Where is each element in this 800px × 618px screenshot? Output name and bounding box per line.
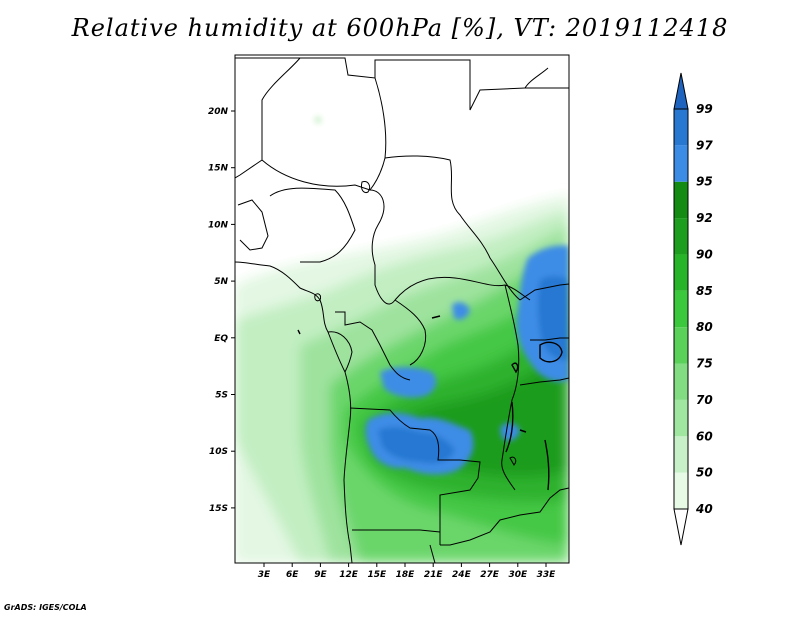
colorbar-level-label: 70 (696, 393, 713, 407)
colorbar-box (674, 399, 688, 437)
colorbar-box (674, 290, 688, 328)
border-car (394, 276, 531, 301)
border-west-coast (237, 199, 269, 251)
colorbar: 40 50 60 70 75 80 85 90 92 95 97 99 (673, 72, 713, 546)
colorbar-level-label: 90 (696, 247, 713, 261)
border-tanzania (519, 377, 569, 386)
colorbar-box (674, 145, 688, 182)
small-lake-1 (431, 315, 441, 319)
colorbar-outline (673, 108, 689, 510)
lon-tick-label: 18E (396, 570, 416, 580)
colorbar-box (674, 181, 688, 219)
lat-tick-label: 10N (208, 220, 229, 230)
country-boundaries (235, 57, 569, 563)
longitude-axis: 3E 6E 9E 12E 15E 18E 21E 24E 27E 30E 33E (258, 563, 556, 580)
border-gabon (327, 331, 353, 373)
border-drc-east (501, 284, 520, 491)
border-sahel-c (384, 155, 521, 301)
lon-tick-label: 21E (424, 570, 444, 580)
lake-kivu (511, 362, 519, 374)
island-bioko (314, 293, 321, 302)
lake-malawi (544, 439, 550, 491)
latitude-axis: 20N 15N 10N 5N EQ 5S 10S 15S (208, 107, 235, 514)
lon-tick-label: 12E (339, 570, 359, 580)
lake-chad (361, 181, 371, 193)
lat-tick-label: EQ (214, 334, 228, 344)
lat-tick-label: 10S (209, 447, 228, 457)
colorbar-box (674, 254, 688, 291)
humidity-field (235, 116, 569, 563)
border-congo (335, 311, 411, 381)
colorbar-box (674, 363, 688, 400)
lon-tick-label: 27E (480, 570, 500, 580)
colorbar-level-label: 97 (696, 138, 713, 152)
rh-band-95-central (380, 367, 437, 398)
lon-tick-label: 33E (537, 570, 557, 580)
border-namibia (352, 529, 441, 533)
rh-band-97-east (537, 276, 569, 361)
island-sao-tome (297, 329, 301, 335)
lat-tick-label: 5S (215, 391, 228, 401)
chart-title: Relative humidity at 600hPa [%], VT: 201… (71, 14, 729, 42)
lake-victoria (539, 341, 563, 363)
border-nigeria (269, 187, 356, 263)
border-north-a (235, 57, 569, 111)
border-sahel-a (261, 159, 396, 305)
border-south (429, 544, 436, 563)
credit-text: GrADS: IGES/COLA (4, 603, 87, 612)
rh-band-95-small (452, 302, 470, 320)
rh-band-50-north (314, 116, 322, 124)
border-north-b (235, 57, 301, 179)
border-zambia (440, 487, 569, 546)
colorbar-level-label: 60 (696, 429, 713, 443)
colorbar-level-label: 85 (696, 284, 713, 298)
lon-tick-label: 30E (508, 570, 528, 580)
colorbar-lower-extension (673, 508, 689, 546)
lat-tick-label: 20N (208, 107, 229, 117)
lon-tick-label: 3E (258, 570, 271, 580)
colorbar-level-label: 50 (696, 466, 713, 480)
lat-tick-label: 15N (208, 164, 229, 174)
lon-tick-label: 9E (314, 570, 327, 580)
colorbar-box (674, 436, 688, 473)
border-drc-north (394, 299, 427, 366)
border-uganda (530, 337, 569, 341)
lake-tanganyika (505, 401, 514, 453)
colorbar-upper-extension (673, 72, 689, 110)
colorbar-level-label: 40 (695, 502, 713, 516)
border-east-lakes (519, 283, 569, 301)
colorbar-level-label: 80 (696, 320, 713, 334)
colorbar-level-label: 75 (696, 357, 713, 371)
lon-tick-label: 24E (452, 570, 472, 580)
lon-tick-label: 15E (367, 570, 387, 580)
red-sea-coast (524, 67, 549, 89)
colorbar-box (674, 472, 688, 509)
colorbar-box (674, 109, 688, 146)
lat-tick-label: 15S (209, 504, 228, 514)
colorbar-level-label: 92 (696, 211, 713, 225)
map-frame (234, 54, 570, 564)
small-lake-2 (519, 429, 527, 433)
lat-tick-label: 5N (214, 277, 228, 287)
colorbar-level-label: 99 (696, 102, 713, 116)
border-angola (349, 407, 481, 545)
lake-bangweulu (509, 456, 517, 466)
rh-band-95-small2 (500, 422, 520, 441)
lon-tick-label: 6E (286, 570, 299, 580)
colorbar-box (674, 327, 688, 364)
colorbar-box (674, 218, 688, 255)
colorbar-level-label: 95 (696, 175, 713, 189)
